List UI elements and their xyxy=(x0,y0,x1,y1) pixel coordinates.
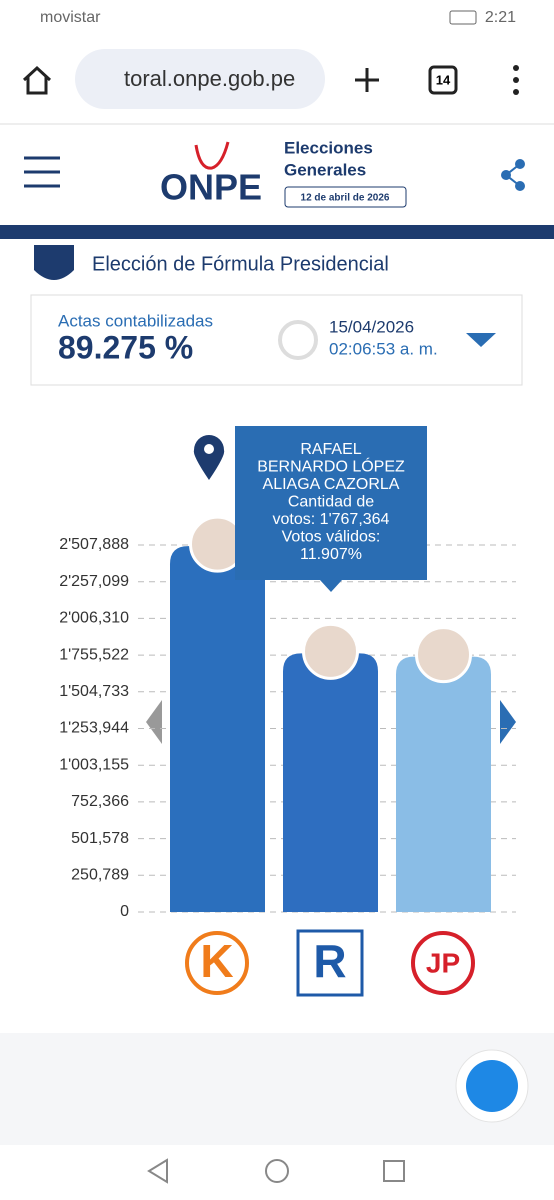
prev-arrow[interactable] xyxy=(146,700,162,744)
bar xyxy=(170,546,265,912)
y-tick-label: 0 xyxy=(120,903,129,920)
nav-recent[interactable] xyxy=(383,1160,405,1182)
party-logo xyxy=(296,929,364,997)
summary-time: 02:06:53 a. m. xyxy=(329,339,438,358)
accessibility-icon xyxy=(466,1060,518,1112)
tooltip xyxy=(235,426,427,592)
y-tick-label: 1'253,944 xyxy=(59,720,129,737)
y-tick-label: 2'507,888 xyxy=(59,536,129,553)
pin-dot xyxy=(204,444,214,454)
bar xyxy=(396,656,491,912)
tooltip-line: votos: 1'767,364 xyxy=(273,511,390,528)
tab-count: 14 xyxy=(436,72,451,87)
logo-mark xyxy=(194,141,230,170)
nav-back[interactable] xyxy=(147,1158,168,1184)
header-line: Elecciones xyxy=(284,138,373,157)
tooltip-line: Cantidad de xyxy=(288,494,374,511)
party-logo xyxy=(185,931,249,995)
clock: 2:21 xyxy=(485,9,516,26)
party-letter: R xyxy=(313,935,346,987)
new-tab[interactable] xyxy=(355,68,379,92)
summary-value: 89.275 % xyxy=(58,329,193,365)
dropdown[interactable] xyxy=(466,333,496,347)
menu-button[interactable] xyxy=(513,65,519,95)
summary-date: 15/04/2026 xyxy=(329,317,414,336)
tabs-button[interactable] xyxy=(428,65,458,95)
summary-card xyxy=(30,294,523,386)
tooltip-line: Votos válidos: xyxy=(282,529,381,546)
candidate-photo xyxy=(302,622,359,680)
election-date: 12 de abril de 2026 xyxy=(301,193,390,204)
date-pill xyxy=(284,186,407,208)
clock-icon xyxy=(278,320,318,360)
summary-label: Actas contabilizadas xyxy=(58,311,213,330)
pin xyxy=(193,435,225,480)
header-line: Generales xyxy=(284,160,366,179)
party-logo xyxy=(411,931,475,995)
battery xyxy=(449,10,477,25)
tooltip-line: ALIAGA CAZORLA xyxy=(263,476,400,493)
nav-bar xyxy=(0,1145,554,1200)
tooltip-line: 11.907% xyxy=(300,546,362,563)
next-arrow[interactable] xyxy=(500,700,516,744)
candidate-photo xyxy=(415,626,472,684)
chart: 0 250,789 501,578 752,366 1'003,155 1'253,944… xyxy=(59,426,516,997)
party-letter: JP xyxy=(426,947,460,978)
header-band xyxy=(0,225,554,239)
url-bar[interactable] xyxy=(75,49,325,109)
home-button[interactable] xyxy=(22,65,52,95)
y-tick-label: 2'257,099 xyxy=(59,573,129,590)
y-tick-label: 752,366 xyxy=(71,793,129,810)
bar xyxy=(283,653,378,912)
hamburger[interactable] xyxy=(24,156,60,188)
shield xyxy=(34,245,74,280)
share-button[interactable] xyxy=(501,159,525,191)
tooltip-line: BERNARDO LÓPEZ xyxy=(257,457,405,476)
y-tick-label: 250,789 xyxy=(71,867,129,884)
y-tick-label: 1'755,522 xyxy=(59,646,129,663)
url: toral.onpe.gob.pe xyxy=(124,66,295,91)
carrier: movistar xyxy=(40,9,101,26)
y-tick-label: 2'006,310 xyxy=(59,610,129,627)
logo: ONPE xyxy=(160,167,262,208)
y-tick-label: 501,578 xyxy=(71,830,129,847)
nav-home[interactable] xyxy=(265,1159,289,1183)
party-letter: K xyxy=(200,935,233,987)
tooltip-line: RAFAEL xyxy=(300,441,361,458)
y-tick-label: 1'003,155 xyxy=(59,756,129,773)
y-tick-label: 1'504,733 xyxy=(59,683,129,700)
section-title: Elección de Fórmula Presidencial xyxy=(92,253,389,275)
